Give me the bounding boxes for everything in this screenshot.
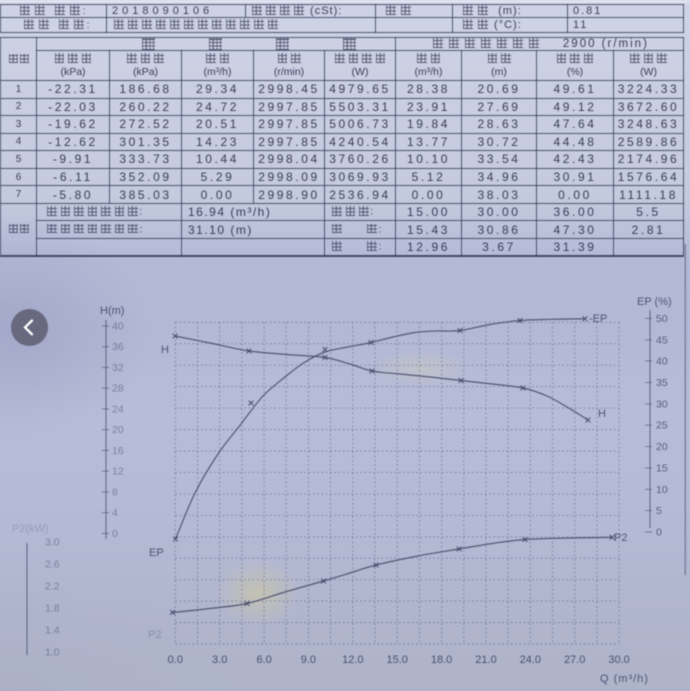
svg-text:15.0: 15.0 [386,654,407,666]
svg-text:40: 40 [656,356,668,368]
svg-text:30: 30 [656,398,668,410]
svg-text:18.0: 18.0 [431,654,452,666]
svg-text:24: 24 [112,404,124,416]
svg-text:3.0: 3.0 [45,537,60,549]
svg-text:P2: P2 [614,532,627,544]
svg-text:H(m): H(m) [100,305,124,317]
svg-text:3.0: 3.0 [212,654,227,666]
svg-text:9.0: 9.0 [301,654,316,666]
svg-text:1.0: 1.0 [45,647,60,659]
svg-text:12.0: 12.0 [342,654,363,666]
svg-text:12: 12 [112,466,124,478]
svg-text:0: 0 [112,528,118,540]
svg-text:0: 0 [656,527,662,539]
svg-text:2.6: 2.6 [45,559,60,571]
svg-text:EP: EP [149,547,164,559]
svg-text:20: 20 [656,441,668,453]
svg-text:24.0: 24.0 [520,654,541,666]
svg-text:40: 40 [112,321,124,333]
svg-text:30.0: 30.0 [608,654,629,666]
svg-text:H: H [598,408,606,420]
svg-text:28: 28 [112,383,124,395]
svg-text:P2(kW): P2(kW) [12,523,49,535]
svg-text:H: H [161,344,169,356]
svg-text:27.0: 27.0 [564,654,585,666]
svg-text:0.0: 0.0 [168,654,183,666]
svg-text:EP (%): EP (%) [637,296,672,308]
svg-text:16: 16 [112,445,124,457]
svg-text:-EP: -EP [589,313,607,325]
svg-text:1.8: 1.8 [45,603,60,615]
svg-text:10: 10 [656,484,668,496]
svg-text:2.2: 2.2 [45,581,60,593]
svg-text:15: 15 [656,462,668,474]
svg-text:35: 35 [656,377,668,389]
svg-text:8: 8 [112,486,118,498]
svg-text:45: 45 [656,334,668,346]
svg-text:6.0: 6.0 [256,654,271,666]
svg-text:20: 20 [112,424,124,436]
svg-text:50: 50 [656,313,668,325]
svg-text:32: 32 [112,362,124,374]
svg-text:36: 36 [112,341,124,353]
svg-text:25: 25 [656,420,668,432]
svg-text:5: 5 [656,505,662,517]
svg-text:4: 4 [112,507,118,519]
svg-text:P2: P2 [148,629,161,641]
svg-text:Q (m³/h): Q (m³/h) [600,673,649,685]
svg-text:21.0: 21.0 [475,654,496,666]
svg-text:1.4: 1.4 [45,625,60,637]
